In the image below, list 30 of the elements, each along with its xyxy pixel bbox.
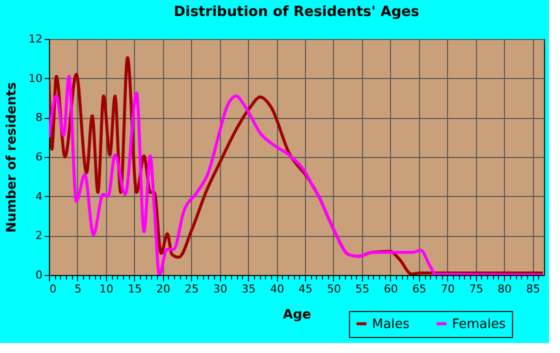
x-tick-label: 10 <box>99 282 114 296</box>
x-axis-title: Age <box>282 308 312 322</box>
legend-label: Females <box>452 316 506 332</box>
x-tick-label: 30 <box>213 282 228 296</box>
x-tick-label: 60 <box>384 282 398 296</box>
x-tick-label: 40 <box>270 282 284 296</box>
x-tick-label: 70 <box>440 282 455 296</box>
chart-title: Distribution of Residents' Ages <box>174 4 420 20</box>
y-tick-label: 6 <box>36 150 42 164</box>
x-tick-label: 85 <box>526 282 540 296</box>
y-tick-label: 10 <box>28 72 42 85</box>
y-tick-label: 4 <box>36 190 42 203</box>
x-tick-label: 5 <box>74 282 82 296</box>
x-tick-label: 20 <box>156 282 170 296</box>
y-tick-label: 2 <box>36 229 42 242</box>
x-tick-label: 15 <box>128 282 142 296</box>
legend-label: Males <box>372 316 410 332</box>
x-tick-label: 25 <box>184 282 199 296</box>
x-tick-label: 65 <box>412 282 426 296</box>
x-tick-label: 55 <box>355 282 370 296</box>
x-tick-label: 75 <box>469 282 484 296</box>
y-tick-label: 8 <box>36 111 42 124</box>
y-axis-title: Number of residents <box>4 82 20 233</box>
x-tick-label: 35 <box>242 282 256 296</box>
y-tick-label: 12 <box>28 32 42 46</box>
y-tick-label: 0 <box>36 268 42 282</box>
x-tick-label: 45 <box>298 282 313 296</box>
x-tick-label: 80 <box>498 282 512 296</box>
x-tick-label: 0 <box>50 282 56 296</box>
x-tick-label: 50 <box>326 282 341 296</box>
